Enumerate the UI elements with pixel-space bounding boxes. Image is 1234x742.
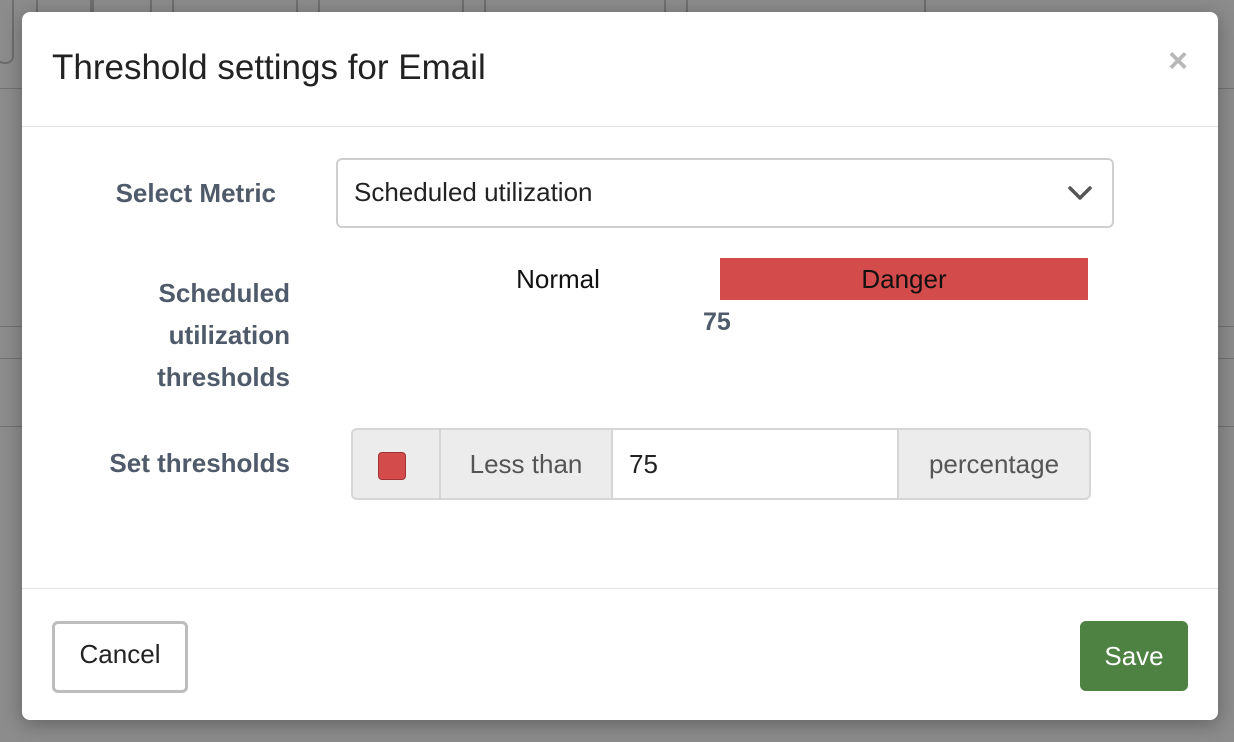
chevron-down-icon [1068,186,1092,200]
cancel-button[interactable]: Cancel [52,621,188,693]
threshold-value-input[interactable] [613,430,897,498]
unit-label: percentage [897,430,1089,498]
thresholds-label-line: utilization [168,320,290,350]
threshold-input-group: Less than percentage [351,428,1091,500]
metric-select-value: Scheduled utilization [354,177,593,207]
thresholds-label-line: thresholds [157,362,290,392]
threshold-settings-dialog: Threshold settings for Email × Select Me… [22,12,1218,720]
color-picker[interactable] [353,430,441,498]
close-icon[interactable]: × [1168,42,1188,80]
dialog-header: Threshold settings for Email × [22,12,1218,127]
dialog-footer: Cancel Save [22,588,1218,721]
metric-select[interactable]: Scheduled utilization [336,158,1114,228]
select-metric-label: Select Metric [115,178,276,208]
thresholds-label-line: Scheduled [158,278,290,308]
threshold-marker-value: 75 [703,308,731,336]
color-swatch[interactable] [378,452,406,480]
danger-range: Danger [720,258,1088,300]
dialog-title: Threshold settings for Email [52,48,486,87]
operator-label: Less than [441,430,613,498]
save-button[interactable]: Save [1080,621,1188,691]
thresholds-label: Scheduled utilization thresholds [82,272,290,398]
background-control [0,0,14,64]
set-thresholds-label: Set thresholds [109,448,290,478]
normal-range: Normal [516,264,600,294]
